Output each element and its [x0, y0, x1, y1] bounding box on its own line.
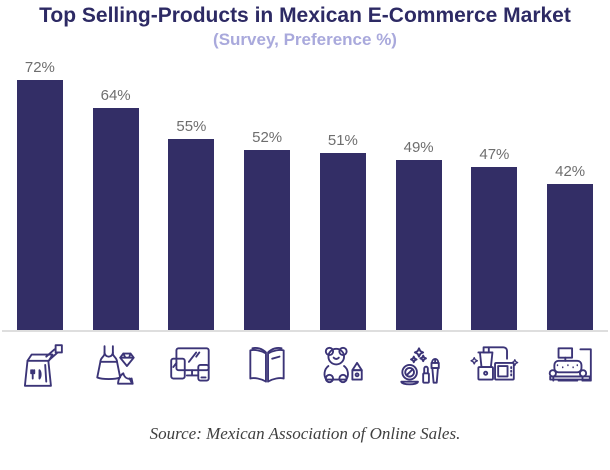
bar-toys: [319, 153, 366, 330]
bar-column-furniture: 42%: [532, 56, 608, 330]
groceries-bag-icon: [23, 344, 63, 387]
bar-column-electronics: 55%: [154, 56, 230, 330]
bar-value-label: 64%: [100, 86, 131, 104]
bar-beauty: [395, 159, 442, 330]
bar-value-label: 42%: [555, 163, 586, 181]
bar-column-appliances: 47%: [457, 56, 533, 330]
bar-column-books: 52%: [229, 56, 305, 330]
bar-furniture: [547, 184, 594, 330]
bar-appliances: [471, 166, 518, 330]
bar-column-toys: 51%: [305, 56, 381, 330]
bar-books: [244, 149, 291, 330]
cosmetics-makeup-icon: [399, 347, 440, 386]
open-book-icon: [249, 346, 285, 383]
bar-value-label: 49%: [403, 138, 434, 156]
dress-fashion-icon: [95, 345, 135, 385]
category-icons-axis: [2, 340, 608, 392]
bar-column-groceries: 72%: [2, 56, 78, 330]
bar-column-fashion: 64%: [78, 56, 154, 330]
bar-column-beauty: 49%: [381, 56, 457, 330]
bar-fashion: [92, 107, 139, 330]
bar-value-label: 51%: [327, 132, 358, 150]
bar-value-label: 72%: [24, 59, 55, 77]
bar-value-label: 52%: [252, 128, 283, 146]
bar-groceries: [16, 80, 63, 330]
armchair-furniture-icon: [548, 347, 592, 382]
bar-electronics: [168, 139, 215, 330]
source-note: Source: Mexican Association of Online Sa…: [149, 424, 461, 443]
chart-subtitle: (Survey, Preference %): [213, 30, 397, 49]
bar-value-label: 55%: [176, 118, 207, 136]
electronics-devices-icon: [170, 347, 211, 382]
bar-value-label: 47%: [479, 145, 510, 163]
teddy-bear-toys-icon: [323, 346, 363, 384]
kitchen-appliances-icon: [470, 346, 519, 381]
chart-title: Top Selling-Products in Mexican E-Commer…: [39, 4, 571, 27]
bar-chart-plot-area: 72% 64% 55% 52% 51% 49% 47% 42%: [2, 56, 608, 332]
